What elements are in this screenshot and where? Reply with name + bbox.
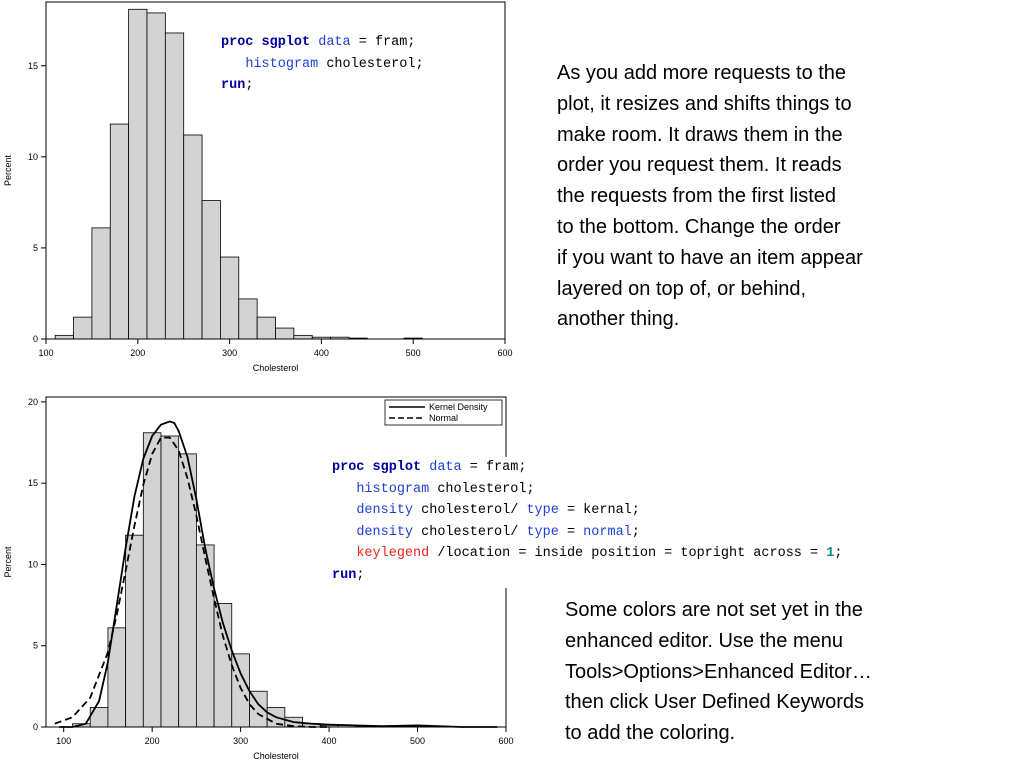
code-line-5: keylegend /location = inside position = … bbox=[356, 546, 843, 561]
code-line-3: run; bbox=[221, 78, 254, 93]
histogram-bar bbox=[73, 316, 93, 340]
x-tick-label: 600 bbox=[497, 348, 512, 358]
histogram-bar bbox=[275, 327, 295, 340]
x-tick-label: 200 bbox=[145, 736, 160, 746]
histogram-bar bbox=[178, 453, 197, 728]
normal-density-line bbox=[54, 436, 330, 728]
editor-color-note: Some colors are not set yet in the enhan… bbox=[565, 595, 945, 749]
histogram-density-chart: 100 200 300 400 500 600 0 5 10 15 20 Cholesterol Per… bbox=[3, 396, 514, 761]
note-line: if you want to have an item appear bbox=[557, 246, 863, 269]
y-axis-label: Percent bbox=[3, 546, 13, 578]
legend-box bbox=[384, 399, 503, 426]
code-line-3: density cholesterol/ type = kernal; bbox=[356, 503, 640, 518]
histogram-bar bbox=[160, 435, 180, 728]
x-axis-label: Cholesterol bbox=[253, 363, 299, 373]
x-tick-label: 100 bbox=[56, 736, 71, 746]
histogram-bar bbox=[220, 256, 240, 340]
y-axis-label: Percent bbox=[3, 154, 13, 186]
y-tick-label: 15 bbox=[28, 478, 38, 488]
note-line: plot, it resizes and shifts things to bbox=[557, 92, 852, 115]
code-line-2: histogram cholesterol; bbox=[245, 56, 424, 72]
y-tick-label: 10 bbox=[28, 152, 38, 162]
histogram-bar bbox=[128, 8, 148, 340]
code-line-4: density cholesterol/ type = normal; bbox=[356, 524, 640, 540]
y-tick-label: 0 bbox=[33, 722, 38, 732]
legend-entry: Kernel Density bbox=[429, 402, 488, 412]
x-tick-label: 300 bbox=[222, 348, 237, 358]
code-line-2: histogram cholesterol; bbox=[356, 481, 535, 497]
x-tick-label: 200 bbox=[130, 348, 145, 358]
x-tick-label: 100 bbox=[38, 348, 53, 358]
histogram-bar bbox=[183, 134, 203, 340]
note-line: to add the coloring. bbox=[565, 722, 736, 745]
note-line: make room. It draws them in the bbox=[557, 123, 843, 146]
code-block-histogram: proc sgplot data = fram; histogram chole… bbox=[221, 32, 424, 97]
x-tick-label: 300 bbox=[233, 736, 248, 746]
note-line: then click User Defined Keywords bbox=[565, 691, 865, 714]
histogram-chart: 100 200 300 400 500 600 0 5 10 15 Cholesterol Perce… bbox=[3, 1, 513, 373]
y-tick-label: 5 bbox=[33, 243, 38, 253]
legend-entry: Normal bbox=[429, 413, 458, 423]
code-line-1: proc sgplot data = fram; bbox=[332, 460, 527, 475]
y-tick-label: 0 bbox=[33, 334, 38, 344]
note-line: to the bottom. Change the order bbox=[557, 215, 841, 238]
histogram-bar bbox=[195, 544, 215, 728]
x-tick-label: 400 bbox=[314, 348, 329, 358]
x-tick-label: 600 bbox=[498, 736, 513, 746]
y-tick-label: 20 bbox=[28, 397, 38, 407]
explanation-text: As you add more requests to the plot, it… bbox=[557, 58, 937, 335]
y-tick-label: 10 bbox=[28, 559, 38, 569]
x-axis-label: Cholesterol bbox=[253, 751, 299, 761]
note-line: layered on top of, or behind, bbox=[557, 277, 807, 300]
y-tick-label: 15 bbox=[28, 61, 38, 71]
note-line: enhanced editor. Use the menu bbox=[565, 629, 843, 652]
y-tick-label: 5 bbox=[33, 641, 38, 651]
histogram-bar bbox=[201, 200, 221, 340]
code-block-density: proc sgplot data = fram; histogram chole… bbox=[332, 457, 847, 588]
histogram-bar bbox=[109, 123, 130, 340]
x-tick-label: 500 bbox=[410, 736, 425, 746]
histogram-bar bbox=[146, 12, 166, 340]
histogram-bar bbox=[125, 534, 144, 728]
histogram-bar bbox=[231, 653, 250, 728]
histogram-bar bbox=[164, 32, 185, 340]
histogram-bar bbox=[238, 298, 258, 340]
note-line: another thing. bbox=[557, 308, 680, 331]
histogram-bar bbox=[91, 227, 111, 340]
histogram-bar bbox=[293, 334, 313, 340]
plot-frame bbox=[45, 1, 506, 340]
kernel-density-line bbox=[59, 420, 498, 728]
x-tick-label: 400 bbox=[322, 736, 337, 746]
note-line: As you add more requests to the bbox=[557, 62, 847, 84]
histogram-bar bbox=[142, 432, 162, 728]
note-line: Some colors are not set yet in the bbox=[565, 599, 863, 621]
histogram-bar bbox=[256, 316, 276, 340]
histogram-bar bbox=[54, 334, 74, 340]
x-tick-label: 500 bbox=[406, 348, 421, 358]
note-line: the requests from the first listed bbox=[557, 185, 837, 208]
note-line: Tools>Options>Enhanced Editor… bbox=[565, 660, 872, 683]
code-line-6: run; bbox=[332, 567, 365, 583]
code-line-1: proc sgplot data = fram; bbox=[221, 35, 416, 50]
note-line: order you request them. It reads bbox=[557, 154, 842, 177]
